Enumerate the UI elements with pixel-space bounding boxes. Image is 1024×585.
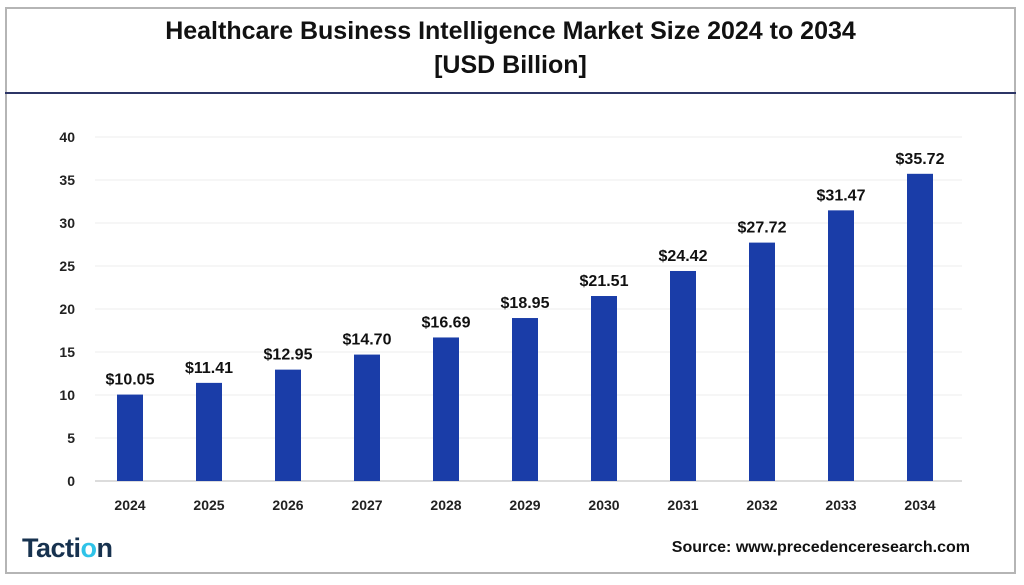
data-label: $27.72 [738,220,787,237]
data-label: $31.47 [817,187,866,204]
source-text: Source: www.precedenceresearch.com [671,539,970,556]
y-tick-label: 30 [59,215,75,231]
x-tick-label: 2031 [667,497,698,513]
data-label: $18.95 [501,295,550,312]
y-tick-label: 25 [59,258,75,274]
x-tick-label: 2024 [114,497,145,513]
x-tick-label: 2026 [272,497,303,513]
x-tick-label: 2025 [193,497,224,513]
data-label: $11.41 [185,360,233,377]
data-label: $10.05 [106,372,155,389]
data-label: $24.42 [659,248,708,265]
bar [591,296,617,481]
chart-title: Healthcare Business Intelligence Market … [5,14,1016,82]
bar [117,394,143,481]
data-label: $35.72 [896,151,945,168]
y-tick-label: 0 [67,473,75,489]
bar [670,270,696,481]
taction-logo: Taction [22,533,113,563]
y-tick-label: 40 [59,129,75,145]
bar [907,173,933,482]
chart-frame [5,7,1016,574]
y-tick-label: 10 [59,387,75,403]
y-tick-label: 35 [59,172,75,188]
data-label: $12.95 [264,347,313,364]
bar [433,337,459,481]
x-tick-label: 2032 [746,497,777,513]
data-label: $16.69 [422,314,471,331]
x-tick-label: 2027 [351,497,382,513]
x-tick-label: 2030 [588,497,619,513]
data-label: $21.51 [580,273,629,290]
data-label: $14.70 [343,332,392,349]
bar [275,369,301,481]
x-tick-label: 2033 [825,497,856,513]
bar [354,354,380,481]
x-tick-label: 2029 [509,497,540,513]
bar [749,242,775,481]
title-line: Healthcare Business Intelligence Market … [165,17,856,45]
y-tick-label: 5 [67,430,75,446]
title-divider [5,92,1016,94]
subtitle-line: [USD Billion] [434,51,587,79]
bar [828,210,854,481]
x-tick-label: 2034 [904,497,935,513]
x-tick-label: 2028 [430,497,461,513]
y-tick-label: 20 [59,301,75,317]
bar [196,382,222,481]
y-tick-label: 15 [59,344,75,360]
bar [512,318,538,481]
